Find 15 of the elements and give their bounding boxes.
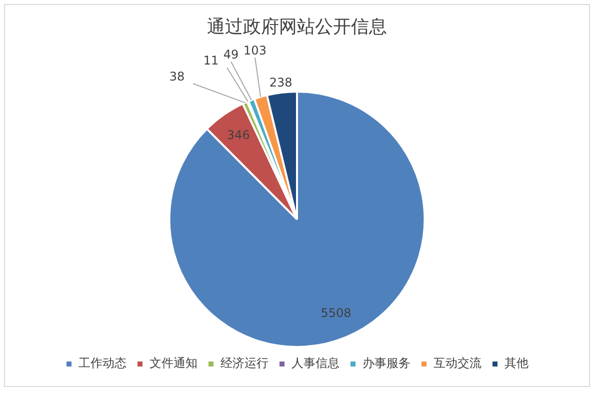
legend-label: 文件通知 <box>150 356 198 370</box>
legend-label: 工作动态 <box>78 356 126 370</box>
legend-label: 其他 <box>504 356 528 370</box>
legend-label: 人事信息 <box>292 356 340 370</box>
legend-label: 办事服务 <box>362 356 410 370</box>
data-label: 346 <box>226 128 250 142</box>
data-label: 38 <box>169 70 185 84</box>
legend-label: 互动交流 <box>434 356 482 370</box>
data-label: 11 <box>203 54 219 68</box>
data-label: 238 <box>269 76 292 90</box>
data-label: 49 <box>223 48 239 62</box>
data-label: 103 <box>244 44 266 58</box>
legend-label: 经济运行 <box>220 356 268 370</box>
chart-title: 通过政府网站公开信息 <box>207 16 387 38</box>
data-label: 5508 <box>320 306 352 320</box>
